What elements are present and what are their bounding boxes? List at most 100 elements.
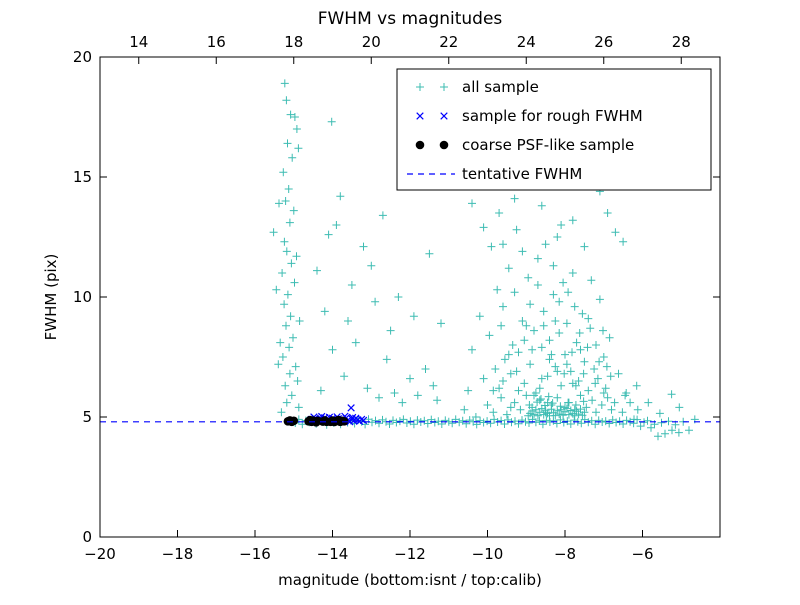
legend-label: tentative FWHM (462, 165, 582, 183)
plus-marker (283, 139, 292, 148)
plus-marker (599, 326, 607, 335)
plus-marker (290, 113, 299, 121)
plus-marker (287, 259, 296, 268)
plus-marker (537, 395, 545, 403)
plus-marker (595, 357, 604, 366)
plus-marker (386, 326, 395, 335)
plus-marker (409, 312, 418, 321)
plus-marker (618, 408, 627, 417)
series-coarse-PSF-like-sample (283, 415, 349, 427)
plus-marker (327, 117, 336, 126)
plus-marker (551, 411, 560, 420)
plus-marker (591, 379, 600, 388)
plus-marker (547, 350, 556, 359)
plus-marker (552, 419, 561, 428)
plus-marker (568, 269, 577, 277)
plus-marker (278, 269, 287, 277)
legend-label: sample for rough FWHM (462, 107, 643, 125)
plus-marker (371, 297, 380, 306)
plus-marker (520, 336, 529, 345)
plus-marker (429, 381, 438, 390)
plus-marker (576, 345, 585, 354)
plus-marker (522, 321, 531, 330)
plus-marker (570, 302, 579, 311)
plus-marker (479, 418, 488, 427)
plus-marker (460, 405, 469, 414)
plus-marker (557, 221, 566, 229)
plus-marker (286, 312, 295, 321)
plus-marker (602, 362, 611, 371)
plus-marker (378, 211, 387, 220)
plus-marker (497, 393, 506, 402)
plus-marker (502, 410, 511, 419)
plus-marker (632, 381, 641, 390)
plus-marker (611, 228, 620, 237)
x-marker (359, 416, 368, 425)
x-tick-label-top: 26 (594, 33, 613, 51)
plus-marker (583, 343, 592, 352)
plus-marker (285, 218, 294, 227)
plus-marker (293, 377, 302, 385)
plus-marker (285, 343, 294, 352)
plus-marker (291, 362, 300, 371)
plus-marker (495, 384, 504, 393)
plus-marker (568, 348, 576, 357)
plus-marker (275, 199, 283, 208)
plus-marker (486, 419, 495, 428)
plus-marker (499, 302, 507, 311)
y-tick-label: 10 (73, 288, 92, 306)
plus-marker (514, 348, 523, 357)
plus-marker (292, 125, 301, 133)
plus-marker (572, 338, 581, 347)
x-tick-label-top: 14 (129, 33, 148, 51)
plus-marker (504, 350, 513, 359)
plus-marker (276, 338, 285, 347)
x-marker (347, 404, 355, 412)
plus-marker (340, 372, 349, 381)
plus-marker (282, 398, 291, 407)
chart-title: FWHM vs magnitudes (318, 9, 503, 29)
plus-marker (465, 416, 474, 425)
plus-marker (622, 416, 631, 425)
plus-marker (508, 341, 517, 349)
plus-marker (564, 398, 573, 407)
plus-marker (633, 405, 642, 414)
dot-marker (289, 416, 299, 426)
plus-marker (542, 416, 551, 425)
plus-marker (528, 407, 537, 415)
x-tick-label-top: 24 (517, 33, 536, 51)
plus-marker (647, 423, 655, 432)
plus-marker (520, 379, 529, 388)
plus-marker (590, 365, 599, 373)
plus-marker (549, 261, 558, 270)
plus-marker (398, 398, 407, 407)
x-tick-label-top: 22 (439, 33, 458, 51)
plus-marker (562, 319, 571, 328)
plus-marker (594, 416, 603, 425)
plus-marker (510, 398, 519, 407)
plus-marker (545, 355, 554, 364)
plus-marker (294, 403, 303, 412)
plus-marker (530, 326, 538, 335)
plus-marker (557, 405, 566, 414)
plus-marker (284, 185, 293, 193)
plus-marker (375, 419, 383, 428)
plus-marker (351, 338, 360, 347)
plus-marker (674, 428, 683, 437)
plus-marker (544, 392, 553, 401)
plus-marker (483, 401, 492, 409)
x-tick-label-top: 18 (284, 33, 303, 51)
plus-marker (464, 386, 473, 395)
plus-marker (518, 247, 527, 256)
plus-marker (633, 415, 642, 424)
plus-marker (294, 144, 303, 153)
plus-marker (392, 418, 401, 427)
plus-marker (575, 329, 584, 337)
plus-marker (547, 405, 556, 414)
plus-marker (489, 386, 498, 395)
plus-marker (601, 384, 610, 393)
plus-marker (493, 285, 502, 294)
y-tick-label: 15 (73, 168, 92, 186)
plus-marker (587, 416, 596, 425)
plus-marker (597, 401, 606, 409)
